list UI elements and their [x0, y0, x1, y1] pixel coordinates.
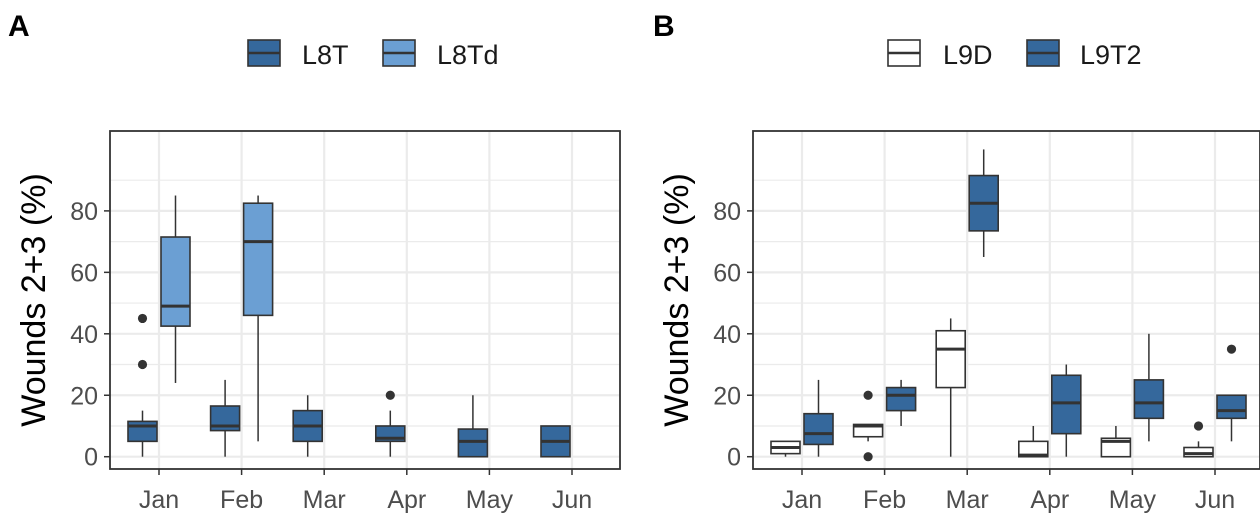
y-tick-label: 0	[727, 444, 741, 472]
outlier-point	[137, 313, 148, 324]
y-tick-label: 80	[713, 198, 741, 226]
y-tick-label: 20	[70, 382, 98, 410]
y-tick-label: 60	[70, 259, 98, 287]
y-tick-label: 20	[713, 382, 741, 410]
outlier-point	[385, 390, 395, 400]
legend-item-l8td: L8Td	[382, 39, 499, 70]
box-body	[1017, 440, 1049, 458]
legend-item-l9d: L9D	[887, 39, 993, 70]
panel-a-plot-area: 0 20 40 60 80 Jan Feb Mar Apr May Jun	[70, 130, 621, 514]
panel-b-letter: B	[653, 10, 675, 43]
x-tick-label-may: May	[466, 486, 514, 514]
x-tick-label-jun: Jun	[1195, 486, 1235, 514]
box-l8t-jun	[540, 425, 571, 458]
panel-b-plot-area: 0 20 40 60 80 Jan Feb Mar Apr May Jun	[713, 130, 1260, 514]
box-body	[1216, 394, 1247, 420]
box-body	[885, 386, 917, 412]
panel-a-legend: L8T L8Td	[247, 39, 499, 70]
outlier-point	[137, 359, 148, 370]
x-tick-label-jan: Jan	[139, 486, 179, 514]
box-l8t-jan	[127, 313, 158, 457]
box-body	[457, 428, 489, 458]
box-l8td-jan	[160, 195, 191, 383]
x-tick-label-mar: Mar	[303, 486, 346, 514]
panel-a-y-axis-title: Wounds 2+3 (%)	[15, 173, 53, 427]
x-tick-label-feb: Feb	[220, 486, 263, 514]
box-l9d-feb	[852, 390, 884, 462]
x-tick-label-apr: Apr	[1030, 486, 1069, 514]
box-body	[1051, 374, 1082, 435]
y-tick-label: 40	[70, 321, 98, 349]
box-l9d-jun	[1183, 421, 1214, 458]
box-l8td-feb	[242, 195, 274, 442]
outlier-point	[1226, 344, 1237, 354]
box-l9t2-feb	[885, 379, 917, 426]
y-tick-label: 80	[70, 198, 98, 226]
box-body	[935, 329, 967, 389]
plot-background	[753, 131, 1260, 469]
outlier-point	[863, 390, 873, 400]
box-body	[242, 202, 274, 317]
box-l9t2-jun	[1216, 344, 1247, 442]
panel-b-y-axis-title: Wounds 2+3 (%)	[658, 173, 696, 427]
box-body	[803, 412, 834, 446]
x-tick-label-jun: Jun	[552, 486, 592, 514]
box-l8t-feb	[209, 379, 241, 457]
legend-label-l8t: L8T	[302, 40, 349, 70]
panel-b: B L9D L9T2 Wounds 2+3 (%) 0 20 40 60 80 Jan Fe…	[653, 10, 1260, 514]
x-tick-label-may: May	[1109, 486, 1157, 514]
box-l8t-may	[457, 395, 489, 458]
plot-border	[752, 130, 1260, 470]
panel-a-letter: A	[8, 10, 30, 43]
box-body	[1100, 437, 1132, 458]
plot-border	[109, 130, 621, 470]
plot-background	[110, 131, 620, 469]
legend-label-l9t2: L9T2	[1080, 40, 1142, 70]
box-l9t2-jan	[803, 379, 834, 457]
box-l9t2-apr	[1051, 364, 1082, 457]
x-tick-label-jan: Jan	[782, 486, 822, 514]
legend-item-l9t2: L9T2	[1026, 39, 1142, 70]
box-l9d-mar	[935, 318, 967, 457]
box-l9d-apr	[1017, 425, 1049, 458]
box-l9t2-may	[1133, 333, 1165, 442]
legend-item-l8t: L8T	[247, 39, 349, 70]
box-body	[160, 236, 191, 327]
box-l8t-mar	[292, 395, 324, 457]
panel-a: A L8T L8Td Wounds 2+3 (%) 0 20 40 60 80 Jan Fe…	[8, 10, 621, 514]
box-body	[1183, 446, 1214, 458]
box-l9d-may	[1100, 425, 1132, 458]
outlier-point	[1193, 421, 1204, 431]
legend-label-l9d: L9D	[943, 40, 993, 70]
box-body	[127, 420, 158, 443]
box-l8t-apr	[374, 390, 406, 457]
y-tick-label: 60	[713, 259, 741, 287]
x-tick-label-apr: Apr	[387, 486, 426, 514]
y-tick-label: 40	[713, 321, 741, 349]
legend-label-l8td: L8Td	[437, 40, 499, 70]
outlier-point	[863, 452, 873, 462]
box-l9t2-mar	[968, 149, 1000, 257]
box-body	[1133, 379, 1165, 420]
y-tick-label: 0	[84, 444, 98, 472]
x-tick-label-feb: Feb	[863, 486, 906, 514]
box-l9d-jan	[770, 440, 801, 457]
panel-b-legend: L9D L9T2	[887, 39, 1142, 70]
box-body	[852, 423, 884, 438]
x-tick-label-mar: Mar	[946, 486, 989, 514]
